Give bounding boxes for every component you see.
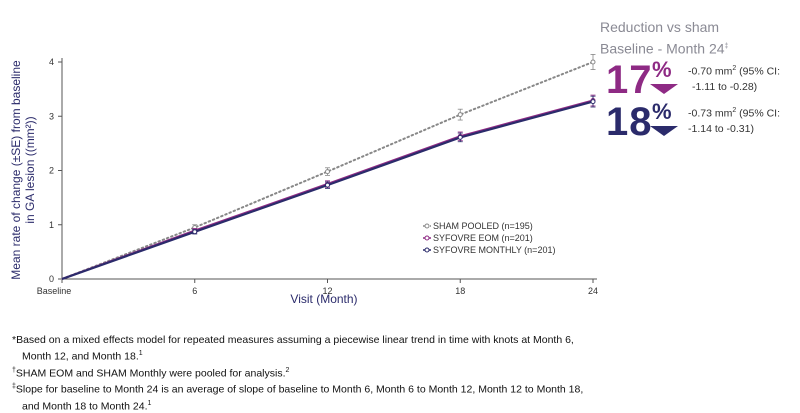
legend-label-2: SYFOVRE MONTHLY (n=201) xyxy=(433,245,555,255)
footnote-1: *Based on a mixed effects model for repe… xyxy=(12,334,792,347)
footnote-3: ‡Slope for baseline to Month 24 is an av… xyxy=(12,380,792,397)
footnote-3-cont: and Month 18 to Month 24.1 xyxy=(12,397,792,413)
panel-title: Reduction vs sham Baseline - Month 24‡ xyxy=(600,18,796,59)
legend-label-1: SYFOVRE EOM (n=201) xyxy=(433,233,533,243)
y-axis-label-line2: in GA lesion ((mm²)) xyxy=(23,116,37,223)
eom-reduction-value: 17 xyxy=(606,58,653,103)
legend-marker-1 xyxy=(425,236,429,240)
y-tick-label: 3 xyxy=(49,111,54,121)
monthly-ci-text: -0.73 mm2 (95% CI: -1.14 to -0.31) xyxy=(688,103,800,137)
monthly-percent-sign: % xyxy=(652,99,672,125)
x-tick-label: 18 xyxy=(455,286,465,296)
y-tick-label: 2 xyxy=(49,166,54,176)
footnote-2: †SHAM EOM and SHAM Monthly were pooled f… xyxy=(12,364,792,381)
legend-label-0: SHAM POOLED (n=195) xyxy=(433,221,533,231)
y-tick-label: 0 xyxy=(49,274,54,284)
y-axis-label: Mean rate of change (±SE) from baseline xyxy=(9,60,23,280)
legend-marker-2 xyxy=(425,248,429,252)
monthly-reduction-row: 18 % -0.73 mm2 (95% CI: -1.14 to -0.31) xyxy=(600,100,796,144)
x-tick-label: 24 xyxy=(588,286,598,296)
y-tick-label: 4 xyxy=(49,57,54,67)
data-point xyxy=(326,183,330,187)
monthly-down-arrow-icon xyxy=(650,126,678,136)
legend: SHAM POOLED (n=195) SYFOVRE EOM (n=201) SY… xyxy=(423,221,555,255)
panel-title-sup: ‡ xyxy=(725,43,729,50)
data-point xyxy=(591,60,595,64)
data-point xyxy=(458,135,462,139)
eom-ci-text: -0.70 mm2 (95% CI: -1.11 to -0.28) xyxy=(688,61,800,95)
panel-title-line2: Baseline - Month 24 xyxy=(600,41,725,57)
monthly-reduction-value: 18 xyxy=(606,100,653,145)
reduction-panel: Reduction vs sham Baseline - Month 24‡ 1… xyxy=(600,18,796,59)
footnotes: *Based on a mixed effects model for repe… xyxy=(12,334,792,413)
legend-marker-0 xyxy=(425,224,429,228)
x-axis-label: Visit (Month) xyxy=(290,292,357,306)
data-point xyxy=(591,100,595,104)
panel-title-line1: Reduction vs sham xyxy=(600,19,719,35)
data-point xyxy=(326,170,330,174)
eom-percent-sign: % xyxy=(652,57,672,83)
data-point xyxy=(458,113,462,117)
x-tick-label: 6 xyxy=(192,286,197,296)
x-tick-label: Baseline xyxy=(37,286,72,296)
eom-reduction-row: 17 % -0.70 mm2 (95% CI: -1.11 to -0.28) xyxy=(600,58,796,102)
data-point xyxy=(193,230,197,234)
y-tick-label: 1 xyxy=(49,220,54,230)
eom-down-arrow-icon xyxy=(650,84,678,94)
footnote-1-cont: Month 12, and Month 18.1 xyxy=(12,347,792,364)
